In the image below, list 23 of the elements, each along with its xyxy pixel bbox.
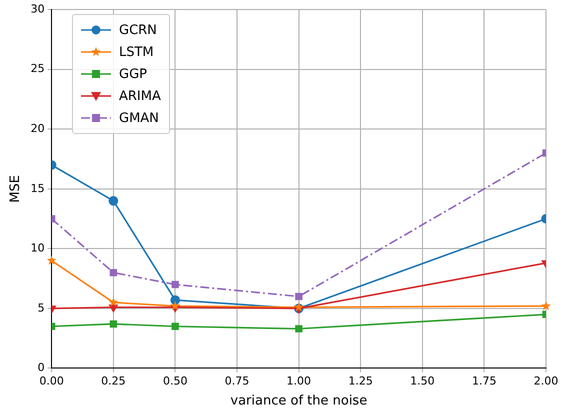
x-tick-label: 0.00 [39,374,64,388]
legend-label: GMAN [119,110,159,126]
x-tick-label: 1.00 [286,374,312,388]
y-tick-label: 0 [38,361,45,374]
x-tick-label: 1.25 [348,374,373,388]
y-tick-label: 10 [30,242,45,255]
y-axis-title: MSE [8,175,24,203]
legend-label: GGP [119,66,147,82]
x-tick-label: 0.75 [224,374,250,388]
x-tick-label: 0.50 [162,374,188,388]
y-tick-label: 20 [30,122,45,135]
x-tick-label: 1.75 [472,374,496,388]
x-tick-label: 1.50 [410,374,435,388]
y-tick-label: 25 [30,62,45,76]
x-tick-label: 0.25 [101,374,126,388]
legend-label: LSTM [119,44,154,60]
y-tick-label: 30 [30,2,45,16]
y-tick-label: 15 [30,182,45,195]
x-axis-title: variance of the noise [230,394,368,409]
y-tick-label: 5 [38,301,45,314]
x-tick-label: 2.00 [534,374,558,388]
legend-label: ARIMA [119,88,161,104]
legend-label: GCRN [119,22,157,38]
